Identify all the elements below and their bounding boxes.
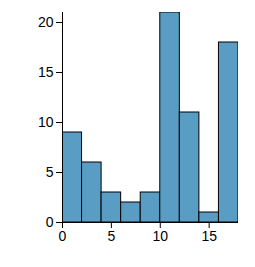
svg-text:0: 0 bbox=[46, 214, 54, 230]
svg-text:15: 15 bbox=[38, 64, 54, 80]
svg-text:0: 0 bbox=[59, 228, 67, 244]
svg-text:15: 15 bbox=[201, 228, 217, 244]
svg-text:5: 5 bbox=[107, 228, 115, 244]
svg-text:10: 10 bbox=[38, 114, 54, 130]
svg-text:20: 20 bbox=[38, 14, 54, 30]
svg-text:5: 5 bbox=[46, 164, 54, 180]
svg-text:10: 10 bbox=[152, 228, 168, 244]
